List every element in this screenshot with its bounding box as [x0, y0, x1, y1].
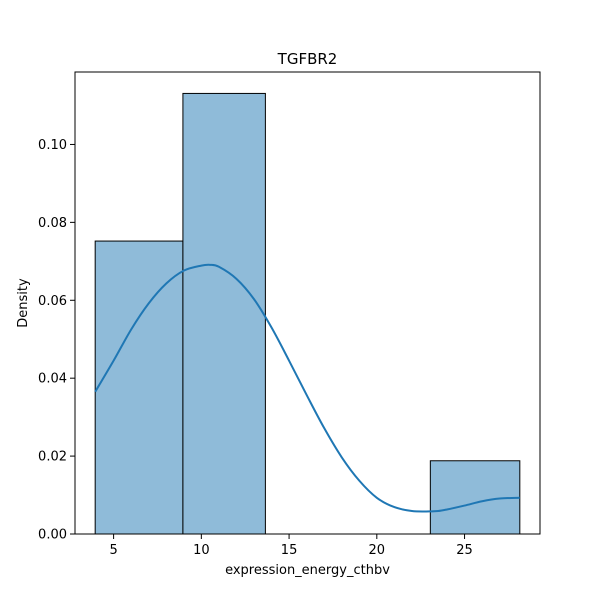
x-axis-ticks: 5 10 15 20 25: [109, 534, 473, 558]
plot-frame: [74, 71, 541, 535]
x-tick-label: 5: [109, 543, 117, 558]
kde-layer: [94, 263, 520, 513]
y-axis-ticks: 0.00 0.02 0.04 0.06 0.08 0.10: [38, 138, 75, 543]
kde-curve: [94, 263, 520, 513]
y-tick-label: 0.04: [38, 372, 67, 387]
y-tick-label: 0.02: [38, 450, 67, 465]
x-tick-label: 20: [369, 543, 386, 558]
histogram-bar-2: [182, 92, 266, 535]
bars-layer: [94, 92, 521, 535]
y-axis-label: Density: [16, 278, 31, 328]
x-tick-label: 25: [456, 543, 473, 558]
y-tick-label: 0.06: [38, 294, 67, 309]
x-axis-label: expression_energy_cthbv: [225, 563, 390, 578]
y-tick-label: 0.10: [38, 138, 67, 153]
chart-title: TGFBR2: [277, 50, 338, 68]
histogram-bar-1: [94, 240, 184, 535]
x-tick-label: 15: [281, 543, 298, 558]
y-tick-label: 0.00: [38, 528, 67, 543]
y-tick-label: 0.08: [38, 216, 67, 231]
x-tick-label: 10: [193, 543, 210, 558]
